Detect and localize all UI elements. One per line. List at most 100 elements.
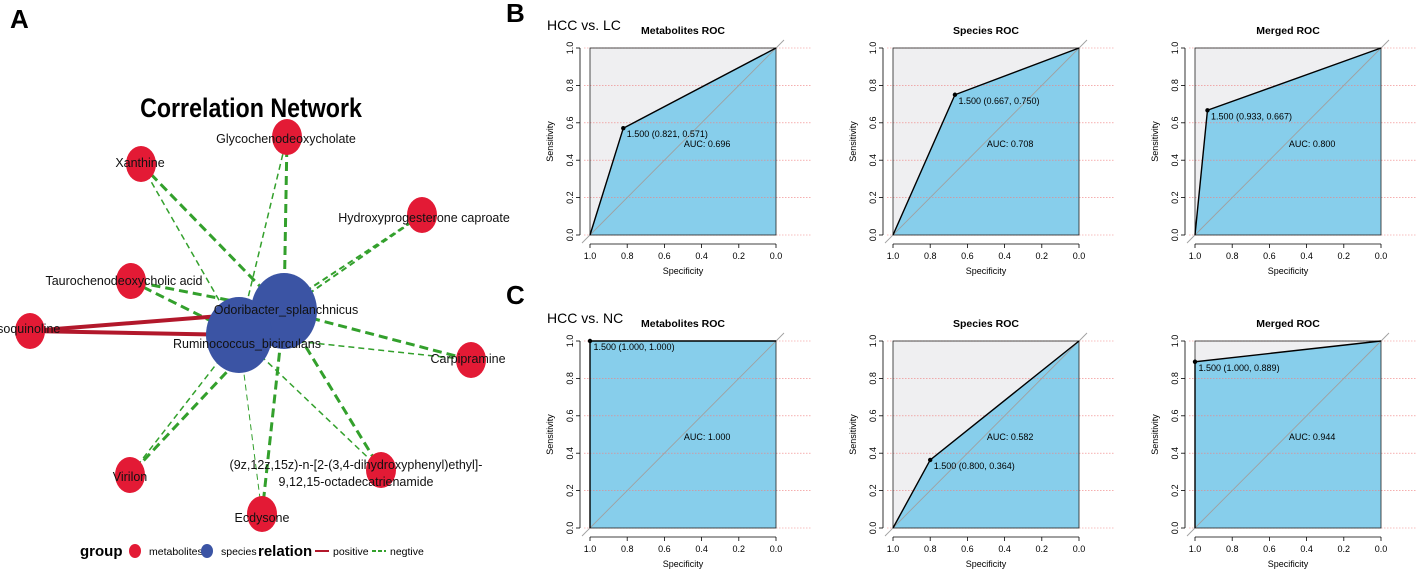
roc-threshold-label: 1.500 (0.800, 0.364): [934, 461, 1015, 471]
roc-x-tick-label: 0.6: [961, 544, 974, 554]
roc-y-tick-label: 0.0: [565, 522, 575, 535]
panel-label-a: A: [10, 4, 29, 34]
roc-y-tick-label: 0.8: [565, 79, 575, 92]
roc-x-tick-label: 0.8: [621, 251, 634, 261]
network-node-metabolite: [15, 313, 45, 349]
panel-label-c: C: [506, 280, 525, 310]
roc-chart-3: Merged ROC 1.500 (0.933, 0.667) AUC: 0.800…: [1150, 25, 1417, 276]
roc-threshold-point: [952, 92, 958, 97]
roc-frame: [892, 340, 1080, 529]
roc-diagonal: [1186, 332, 1390, 537]
network-node-metabolite: [456, 342, 486, 378]
roc-y-tick-label: 0.4: [1170, 154, 1180, 167]
roc-x-tick-label: 0.6: [961, 251, 974, 261]
roc-y-tick-label: 0.2: [1170, 484, 1180, 497]
roc-y-tick-label: 0.4: [565, 154, 575, 167]
roc-x-tick-label: 0.2: [733, 544, 746, 554]
roc-y-tick-label: 1.0: [1170, 335, 1180, 348]
roc-x-tick-label: 0.4: [695, 544, 708, 554]
roc-threshold-point: [1205, 108, 1210, 113]
network-node-label: Xanthine: [115, 156, 164, 170]
roc-x-axis-title: Specificity: [966, 559, 1007, 569]
roc-x-tick-label: 0.0: [1375, 544, 1388, 554]
roc-y-tick-label: 0.2: [565, 191, 575, 204]
roc-frame: [892, 47, 1080, 236]
roc-x-tick-label: 1.0: [584, 544, 597, 554]
correlation-network: Correlation Network Xanthine Glycochenodeo…: [0, 93, 510, 560]
roc-x-tick-label: 0.0: [1375, 251, 1388, 261]
roc-auc-label: AUC: 1.000: [684, 432, 731, 442]
roc-diagonal: [1186, 39, 1390, 244]
network-node-label: Odoribacter_splanchnicus: [214, 303, 359, 317]
roc-diagonal: [581, 39, 785, 244]
roc-title: Merged ROC: [1256, 25, 1320, 37]
roc-diagonal: [581, 332, 785, 537]
roc-x-tick-label: 1.0: [1189, 544, 1202, 554]
roc-x-axis-title: Specificity: [663, 559, 704, 569]
roc-x-tick-label: 0.2: [1338, 544, 1351, 554]
roc-y-tick-label: 0.8: [1170, 372, 1180, 385]
network-node-label: Virilon: [113, 470, 148, 484]
legend-relation-title: relation: [258, 543, 312, 560]
roc-x-tick-label: 0.8: [621, 544, 634, 554]
roc-x-axis-title: Specificity: [1268, 559, 1309, 569]
roc-x-tick-label: 1.0: [887, 251, 900, 261]
roc-auc-label: AUC: 0.708: [987, 139, 1034, 149]
network-edge-11: [238, 334, 472, 361]
roc-x-tick-label: 0.2: [1338, 251, 1351, 261]
roc-title: Species ROC: [953, 25, 1019, 37]
network-edge-6: [130, 279, 285, 313]
roc-x-tick-label: 0.0: [1073, 251, 1086, 261]
roc-row-label: HCC vs. LC: [547, 17, 621, 33]
roc-threshold-label: 1.500 (1.000, 1.000): [594, 342, 675, 352]
roc-title: Metabolites ROC: [641, 25, 725, 37]
roc-auc-label: AUC: 0.944: [1289, 432, 1336, 442]
roc-y-tick-label: 0.4: [565, 447, 575, 460]
legend-negtive-label: negtive: [390, 546, 424, 558]
roc-threshold-label: 1.500 (0.933, 0.667): [1211, 111, 1292, 121]
network-edge-5: [238, 214, 423, 336]
network-node-label: (9z,12z,15z)-n-[2-(3,4-dihydroxyphenyl)e…: [230, 458, 483, 489]
roc-threshold-point: [621, 126, 626, 131]
roc-y-tick-label: 0.0: [868, 522, 878, 535]
network-node-label: Glycochenodeoxycholate: [216, 132, 356, 146]
roc-x-axis-title: Specificity: [663, 266, 704, 276]
roc-y-tick-label: 1.0: [565, 335, 575, 348]
roc-y-tick-label: 0.0: [868, 229, 878, 242]
network-node-species: [206, 297, 272, 373]
roc-auc-label: AUC: 0.800: [1289, 139, 1336, 149]
roc-x-tick-label: 0.2: [1036, 251, 1049, 261]
roc-x-tick-label: 0.6: [1263, 251, 1276, 261]
roc-y-tick-label: 0.6: [565, 410, 575, 423]
roc-x-tick-label: 0.8: [924, 251, 937, 261]
roc-y-tick-label: 0.2: [868, 484, 878, 497]
network-node-label-line: 9,12,15-octadecatrienamide: [279, 475, 434, 489]
roc-x-tick-label: 0.0: [770, 251, 783, 261]
roc-y-tick-label: 0.8: [565, 372, 575, 385]
roc-title: Species ROC: [953, 318, 1019, 330]
roc-x-tick-label: 1.0: [1189, 251, 1202, 261]
roc-x-tick-label: 0.4: [695, 251, 708, 261]
roc-diagonal: [884, 39, 1088, 244]
roc-chart-2: Species ROC 1.500 (0.667, 0.750) AUC: 0.70…: [848, 25, 1115, 276]
network-node-label: Hydroxyprogesterone caproate: [338, 211, 510, 225]
roc-chart-1: HCC vs. LC Metabolites ROC 1.500 (0.821, 0…: [545, 17, 812, 276]
roc-y-axis-title: Sensitivity: [1150, 414, 1160, 455]
network-node-metabolite: [247, 496, 277, 532]
roc-panels: HCC vs. LC Metabolites ROC 1.500 (0.821, 0…: [545, 17, 1417, 569]
roc-x-tick-label: 0.8: [1226, 251, 1239, 261]
roc-x-tick-label: 0.4: [1300, 544, 1313, 554]
roc-y-tick-label: 0.2: [868, 191, 878, 204]
roc-title: Merged ROC: [1256, 318, 1320, 330]
roc-y-tick-label: 0.6: [868, 117, 878, 130]
roc-x-tick-label: 0.8: [1226, 544, 1239, 554]
roc-x-axis-title: Specificity: [966, 266, 1007, 276]
roc-x-tick-label: 0.6: [658, 251, 671, 261]
roc-x-tick-label: 0.6: [658, 544, 671, 554]
network-node-metabolite: [115, 457, 145, 493]
roc-y-tick-label: 0.4: [1170, 447, 1180, 460]
network-node-label: Carpipramine: [430, 352, 505, 366]
roc-chart-5: Species ROC 1.500 (0.800, 0.364) AUC: 0.58…: [848, 318, 1115, 569]
roc-y-tick-label: 0.0: [1170, 229, 1180, 242]
